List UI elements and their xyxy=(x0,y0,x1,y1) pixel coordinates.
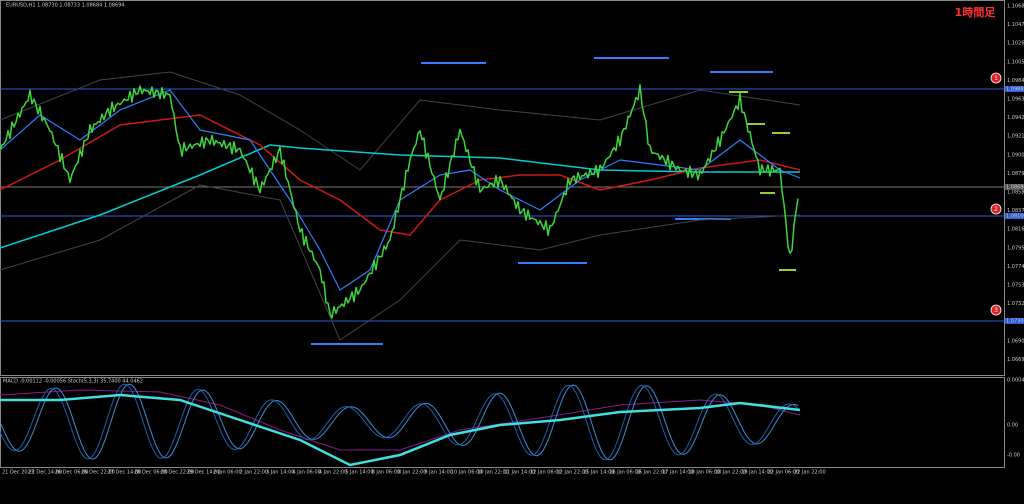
time-label: 16 Jan 06:00 xyxy=(609,470,641,476)
time-label: 26 Dec 06:00 xyxy=(55,470,89,476)
price-label: 1.10470 xyxy=(1007,22,1024,28)
time-label: 28 Dec 06:00 xyxy=(134,470,168,476)
indicator-lines xyxy=(0,383,801,467)
time-label: 22 Jan 06:00 xyxy=(768,470,800,476)
time-label: 17 Jan 14:00 xyxy=(662,470,694,476)
time-label: 27 Dec 14:00 xyxy=(108,470,142,476)
price-tag xyxy=(1005,318,1024,324)
time-label: 8 Jan 22:00 xyxy=(398,470,426,476)
time-label: 8 Jan 06:00 xyxy=(372,470,400,476)
price-label: 1.09420 xyxy=(1007,115,1024,121)
time-label: 22 Dec 14:00 xyxy=(28,470,62,476)
price-label: 1.06900 xyxy=(1007,338,1024,344)
indicator-header: MACD -0.00112 -0.00056 Stoch(5,3,3) 35.7… xyxy=(3,379,143,385)
price-tag-label: 1.08694 xyxy=(1006,185,1024,191)
price-label: 1.09840 xyxy=(1007,78,1024,84)
main-pane-frame xyxy=(0,0,1005,376)
price-label: 1.10260 xyxy=(1007,41,1024,47)
time-label: 29 Dec 14:00 xyxy=(187,470,221,476)
time-label: 9 Jan 14:00 xyxy=(424,470,452,476)
timeframe-badge: 1時間足 xyxy=(955,5,997,19)
time-label: 2 Jan 06:00 xyxy=(213,470,241,476)
price-tag xyxy=(1005,213,1024,219)
price-label: 1.10050 xyxy=(1007,59,1024,65)
symbol-header: EURUSD,H1 1.08730 1.08733 1.08684 1.0869… xyxy=(6,3,125,9)
time-label: 22 Jan 22:00 xyxy=(794,470,826,476)
time-label: 12 Jan 22:00 xyxy=(556,470,588,476)
time-label: 10 Jan 06:00 xyxy=(451,470,483,476)
time-label: 19 Jan 14:00 xyxy=(741,470,773,476)
price-label: 1.07950 xyxy=(1007,245,1024,251)
indicator-axis-label: 0.00 xyxy=(1007,423,1018,429)
level-marker-label: 3 xyxy=(994,307,998,314)
time-label: 26 Dec 22:00 xyxy=(81,470,115,476)
level-marker-label: 1 xyxy=(994,75,998,82)
time-label: 18 Jan 06:00 xyxy=(688,470,720,476)
time-label: 15 Jan 14:00 xyxy=(583,470,615,476)
level-marker xyxy=(990,304,1002,316)
price-label: 1.07530 xyxy=(1007,283,1024,289)
time-label: 10 Jan 22:00 xyxy=(477,470,509,476)
price-label: 1.09210 xyxy=(1007,134,1024,140)
time-label: 21 Dec 2023 xyxy=(2,470,34,476)
price-tag xyxy=(1005,86,1024,92)
price-label: 1.08580 xyxy=(1007,190,1024,196)
time-label: 11 Jan 14:00 xyxy=(504,470,536,476)
price-label: 1.09630 xyxy=(1007,97,1024,103)
time-label: 18 Jan 22:00 xyxy=(715,470,747,476)
price-label: 1.08790 xyxy=(1007,171,1024,177)
time-label: 12 Jan 06:00 xyxy=(530,470,562,476)
time-label: 5 Jan 14:00 xyxy=(345,470,373,476)
level-marker xyxy=(990,203,1002,215)
time-label: 2 Jan 22:00 xyxy=(240,470,268,476)
time-label: 28 Dec 22:00 xyxy=(160,470,194,476)
price-lines xyxy=(0,71,801,341)
price-label: 1.10680 xyxy=(1007,4,1024,10)
time-label: 4 Jan 22:00 xyxy=(319,470,347,476)
price-label: 1.07320 xyxy=(1007,301,1024,307)
time-label: 16 Jan 22:00 xyxy=(636,470,668,476)
price-label: 1.08370 xyxy=(1007,208,1024,214)
price-label: 1.06690 xyxy=(1007,357,1024,363)
time-label: 3 Jan 14:00 xyxy=(266,470,294,476)
price-label: 1.08160 xyxy=(1007,227,1024,233)
time-label: 4 Jan 06:00 xyxy=(292,470,320,476)
price-label: 1.09000 xyxy=(1007,152,1024,158)
indicator-axis-label: 0.000454 xyxy=(1007,378,1024,384)
price-tag xyxy=(1005,184,1024,190)
levels xyxy=(0,88,1004,322)
target-segments xyxy=(729,91,796,271)
price-tag-label: 1.09882 xyxy=(1006,87,1024,93)
level-marker-label: 2 xyxy=(994,206,998,213)
price-label: 1.07740 xyxy=(1007,264,1024,270)
badge-box xyxy=(955,5,995,21)
level-marker xyxy=(990,72,1002,84)
indicator-axis-label: -0.00 xyxy=(1007,453,1020,459)
range-segments xyxy=(311,57,773,345)
price-tag-label: 1.08100 xyxy=(1006,214,1024,220)
